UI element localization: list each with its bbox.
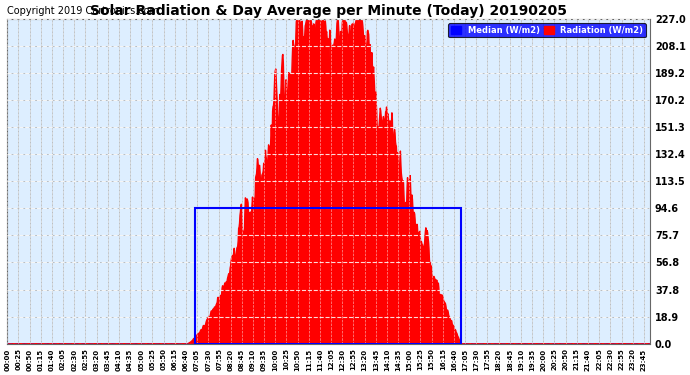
Text: Copyright 2019 Cartronics.com: Copyright 2019 Cartronics.com bbox=[7, 6, 159, 16]
Title: Solar Radiation & Day Average per Minute (Today) 20190205: Solar Radiation & Day Average per Minute… bbox=[90, 4, 567, 18]
Bar bbox=[195, 209, 461, 344]
Legend: Median (W/m2), Radiation (W/m2): Median (W/m2), Radiation (W/m2) bbox=[448, 24, 646, 38]
